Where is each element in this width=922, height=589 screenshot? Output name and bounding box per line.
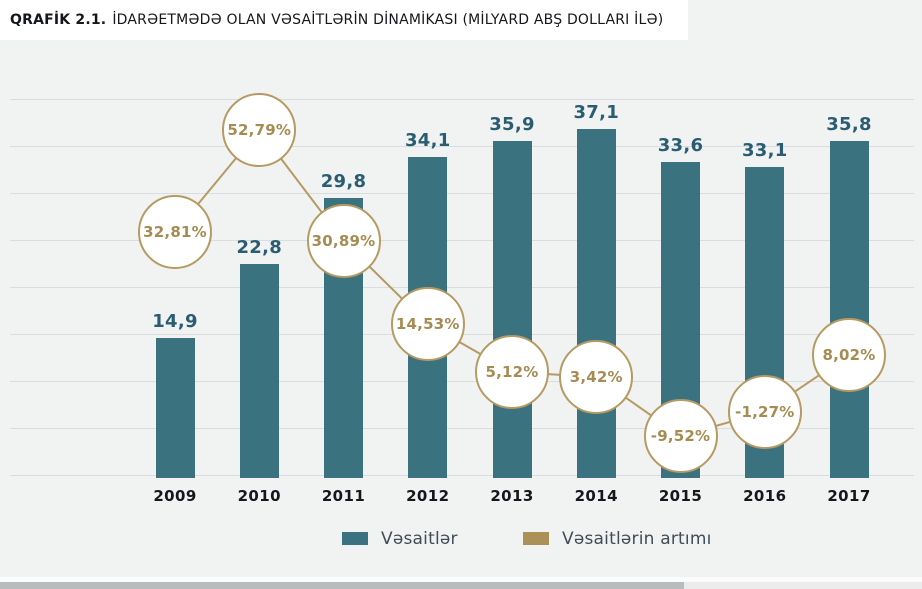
bar-value-label-2015: 33,6 xyxy=(657,135,704,156)
bar-2013 xyxy=(492,141,532,478)
growth-bubble-2013: 5,12% xyxy=(475,335,549,409)
bar-value-label-2012: 34,1 xyxy=(404,130,451,151)
bar-value-label-2017: 35,8 xyxy=(826,114,872,135)
gridline xyxy=(10,475,914,476)
chart-title-text: İDARƏETMƏDƏ OLAN VƏSAİTLƏRİN DİNAMİKASI … xyxy=(112,12,664,28)
legend-label-growth: Vəsaitlərin artımı xyxy=(562,528,712,549)
gridline xyxy=(10,193,914,194)
bar-2010 xyxy=(239,264,279,478)
bar-2009 xyxy=(155,338,195,478)
gridline xyxy=(10,99,914,100)
bar-value-label-2016: 33,1 xyxy=(741,140,788,161)
year-label-2013: 2013 xyxy=(490,487,534,505)
bar-2017 xyxy=(829,141,869,478)
legend-item-vesaitler: Vəsaitlər xyxy=(342,528,458,549)
legend-label-bars: Vəsaitlər xyxy=(381,528,458,549)
bar-value-label-2011: 29,8 xyxy=(320,171,367,192)
growth-bubble-2016: -1,27% xyxy=(727,375,802,449)
bar-value-label-2009: 14,9 xyxy=(152,311,198,332)
scrollbar-gap xyxy=(0,577,922,582)
legend-item-artim: Vəsaitlərin artımı xyxy=(523,528,712,549)
legend-swatch-bars xyxy=(342,532,368,545)
horizontal-scrollbar[interactable] xyxy=(0,582,922,589)
year-label-2016: 2016 xyxy=(743,487,787,505)
scrollbar-thumb[interactable] xyxy=(0,582,684,589)
title-bar: QRAFİK 2.1. İDARƏETMƏDƏ OLAN VƏSAİTLƏRİN… xyxy=(0,0,688,40)
year-label-2010: 2010 xyxy=(237,487,281,505)
growth-bubble-2014: 3,42% xyxy=(559,340,634,414)
year-label-2014: 2014 xyxy=(574,487,618,505)
year-label-2011: 2011 xyxy=(321,487,366,505)
growth-bubble-2017: 8,02% xyxy=(812,318,886,392)
growth-bubble-2011: 30,89% xyxy=(306,204,381,278)
bar-2014 xyxy=(576,129,616,478)
year-label-2009: 2009 xyxy=(153,487,197,505)
year-label-2012: 2012 xyxy=(406,487,450,505)
legend-swatch-growth xyxy=(523,532,549,545)
bar-value-label-2014: 37,1 xyxy=(573,102,620,123)
chart-title-number: QRAFİK 2.1. xyxy=(10,12,107,28)
bar-value-label-2010: 22,8 xyxy=(236,237,283,258)
gridline xyxy=(10,146,914,147)
gridline xyxy=(10,381,914,382)
year-label-2017: 2017 xyxy=(827,487,871,505)
bar-value-label-2013: 35,9 xyxy=(489,114,535,135)
growth-bubble-2010: 52,79% xyxy=(222,93,297,167)
gridline xyxy=(10,240,914,241)
growth-bubble-2015: -9,52% xyxy=(643,399,718,473)
gridline xyxy=(10,287,914,288)
growth-bubble-2009: 32,81% xyxy=(138,195,212,269)
growth-bubble-2012: 14,53% xyxy=(390,287,465,361)
gridline xyxy=(10,428,914,429)
year-label-2015: 2015 xyxy=(658,487,703,505)
